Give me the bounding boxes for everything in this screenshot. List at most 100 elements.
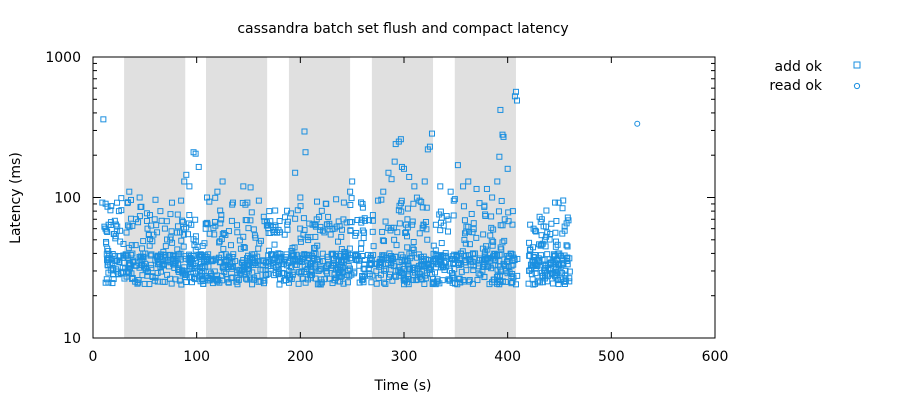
add-ok-point — [144, 269, 151, 276]
add-ok-point — [556, 261, 563, 268]
add-ok-point — [369, 228, 376, 235]
add-ok-point — [183, 171, 190, 178]
add-ok-point — [483, 185, 490, 192]
add-ok-point — [396, 263, 403, 270]
add-ok-point — [137, 253, 144, 260]
add-ok-point — [126, 223, 133, 230]
add-ok-point — [270, 262, 277, 269]
add-ok-point — [438, 257, 445, 264]
add-ok-point — [496, 153, 503, 160]
add-ok-point — [344, 279, 351, 286]
add-ok-point — [125, 222, 132, 229]
add-ok-point — [192, 238, 199, 245]
add-ok-point — [227, 242, 234, 249]
add-ok-point — [313, 216, 320, 223]
add-ok-point — [461, 217, 468, 224]
add-ok-point — [115, 208, 122, 215]
add-ok-point — [137, 204, 144, 211]
add-ok-point — [317, 281, 324, 288]
add-ok-point — [139, 272, 146, 279]
add-ok-point — [404, 233, 411, 240]
add-ok-point — [561, 280, 568, 287]
add-ok-point — [179, 219, 186, 226]
add-ok-point — [360, 234, 367, 241]
add-ok-point — [366, 217, 373, 224]
add-ok-point — [497, 279, 504, 286]
add-ok-point — [378, 196, 385, 203]
y-tick-label: 10 — [63, 331, 81, 347]
add-ok-point — [388, 256, 395, 263]
add-ok-point — [489, 242, 496, 249]
add-ok-point — [266, 208, 273, 215]
add-ok-point — [557, 253, 564, 260]
add-ok-point — [324, 262, 331, 269]
add-ok-point — [382, 218, 389, 225]
add-ok-point — [103, 238, 110, 245]
add-ok-point — [355, 255, 362, 262]
add-ok-point — [382, 280, 389, 287]
add-ok-point — [460, 203, 467, 210]
add-ok-point — [154, 229, 161, 236]
add-ok-point — [476, 263, 483, 270]
add-ok-point — [300, 254, 307, 261]
add-ok-point — [213, 275, 220, 282]
add-ok-point — [236, 237, 243, 244]
add-ok-point — [343, 219, 350, 226]
add-ok-point — [549, 280, 556, 287]
add-ok-point — [427, 266, 434, 273]
add-ok-point — [381, 238, 388, 245]
add-ok-point — [215, 254, 222, 261]
add-ok-point — [562, 275, 569, 282]
add-ok-point — [160, 251, 167, 258]
add-ok-point — [361, 215, 368, 222]
add-ok-point — [399, 254, 406, 261]
add-ok-point — [312, 275, 319, 282]
add-ok-point — [157, 268, 164, 275]
add-ok-point — [336, 223, 343, 230]
add-ok-point — [514, 272, 521, 279]
add-ok-point — [109, 267, 116, 274]
add-ok-point — [275, 258, 282, 265]
add-ok-point — [195, 273, 202, 280]
axis-ticks: 0 100 200 300 400 500 600 10 100 1000 — [45, 50, 728, 365]
add-ok-point — [450, 212, 457, 219]
add-ok-point — [185, 256, 192, 263]
add-ok-point — [446, 260, 453, 267]
add-ok-point — [302, 149, 309, 156]
add-ok-point — [465, 178, 472, 185]
add-ok-point — [104, 261, 111, 268]
add-ok-point — [119, 264, 126, 271]
add-ok-point — [337, 266, 344, 273]
add-ok-point — [470, 220, 477, 227]
add-ok-point — [240, 183, 247, 190]
add-ok-point — [216, 239, 223, 246]
add-ok-point — [513, 97, 520, 104]
add-ok-point — [148, 261, 155, 268]
add-ok-point — [157, 264, 164, 271]
add-ok-point — [418, 198, 425, 205]
add-ok-point — [167, 234, 174, 241]
add-ok-point — [460, 183, 467, 190]
add-ok-point — [543, 223, 550, 230]
add-ok-point — [509, 257, 516, 264]
add-ok-point — [416, 197, 423, 204]
add-ok-point — [532, 261, 539, 268]
add-ok-point — [121, 275, 128, 282]
add-ok-point — [452, 280, 459, 287]
add-ok-point — [367, 253, 374, 260]
add-ok-point — [541, 256, 548, 263]
add-ok-point — [297, 225, 304, 232]
add-ok-point — [128, 215, 135, 222]
add-ok-point — [333, 223, 340, 230]
add-ok-point — [105, 221, 112, 228]
add-ok-point — [315, 267, 322, 274]
add-ok-point — [192, 150, 199, 157]
add-ok-point — [398, 208, 405, 215]
add-ok-point — [538, 216, 545, 223]
add-ok-point — [103, 240, 110, 247]
legend-marker-read-ok — [853, 82, 861, 90]
add-ok-point — [535, 277, 542, 284]
shaded-interval-1 — [205, 57, 268, 338]
add-ok-point — [157, 208, 164, 215]
